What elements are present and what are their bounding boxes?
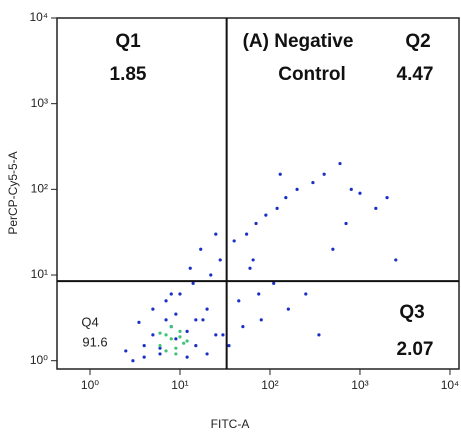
dot bbox=[205, 352, 209, 356]
dot bbox=[344, 221, 348, 226]
dot bbox=[194, 344, 198, 348]
dot bbox=[284, 196, 288, 200]
dot bbox=[185, 329, 189, 333]
dot bbox=[394, 258, 398, 262]
quadrant-name: Q3 bbox=[399, 302, 424, 323]
dot bbox=[169, 325, 173, 329]
dot bbox=[251, 258, 255, 262]
dot bbox=[137, 320, 141, 324]
dot bbox=[259, 318, 263, 322]
dot bbox=[164, 318, 168, 322]
dot bbox=[254, 221, 258, 226]
dot bbox=[199, 247, 203, 251]
dot bbox=[295, 187, 299, 191]
y-tick-label: 10⁴ bbox=[29, 10, 48, 24]
dot bbox=[232, 239, 236, 243]
dot bbox=[221, 333, 225, 337]
dot bbox=[174, 352, 178, 356]
y-tick-label: 10¹ bbox=[31, 267, 48, 281]
dot bbox=[311, 180, 315, 185]
dot bbox=[374, 206, 378, 210]
x-tick-label: 10⁴ bbox=[441, 378, 460, 392]
plot-frame bbox=[56, 17, 460, 370]
dot bbox=[264, 213, 268, 217]
dot bbox=[278, 172, 282, 176]
dot bbox=[286, 307, 290, 311]
dot bbox=[142, 355, 146, 359]
dot bbox=[158, 346, 162, 350]
dot bbox=[131, 359, 135, 363]
x-tick-label: 10² bbox=[261, 378, 278, 392]
dot bbox=[174, 312, 178, 316]
dot bbox=[209, 273, 213, 277]
quadrant-name: Q4 bbox=[81, 314, 98, 329]
dot bbox=[164, 333, 168, 337]
y-tick-label: 10³ bbox=[31, 96, 48, 110]
dot bbox=[188, 266, 192, 270]
quadrant-name: Q2 bbox=[405, 31, 430, 52]
dot bbox=[174, 346, 178, 350]
dot bbox=[191, 281, 195, 285]
dot bbox=[304, 292, 308, 296]
dot bbox=[385, 196, 389, 200]
quadrant-value: 4.47 bbox=[397, 64, 434, 85]
dot bbox=[151, 307, 155, 311]
dot bbox=[185, 355, 189, 359]
dot bbox=[317, 333, 321, 337]
dot bbox=[214, 232, 218, 236]
quadrant-value: 91.6 bbox=[82, 334, 107, 349]
quadrant-name: Q1 bbox=[115, 31, 141, 52]
dot bbox=[169, 337, 173, 341]
dot bbox=[169, 292, 173, 296]
dot bbox=[201, 318, 205, 322]
x-axis-label: FITC-A bbox=[211, 417, 250, 431]
dot bbox=[338, 161, 342, 166]
x-tick-label: 10³ bbox=[351, 378, 368, 392]
dot bbox=[194, 318, 198, 322]
dot bbox=[158, 344, 162, 348]
dot bbox=[158, 331, 162, 335]
dot bbox=[272, 281, 276, 285]
dot bbox=[218, 258, 222, 262]
annotation: Control bbox=[278, 64, 346, 85]
dot bbox=[124, 349, 128, 353]
dot bbox=[349, 187, 353, 191]
dot bbox=[257, 292, 261, 296]
dot bbox=[241, 325, 245, 329]
dot bbox=[164, 299, 168, 303]
y-axis-label: PerCP-Cy5-5-A bbox=[6, 151, 20, 234]
dot bbox=[151, 333, 155, 337]
dot bbox=[245, 232, 249, 236]
x-tick-label: 10¹ bbox=[171, 378, 188, 392]
dot bbox=[185, 339, 189, 343]
y-tick-label: 10² bbox=[31, 182, 48, 196]
dot bbox=[237, 299, 241, 303]
x-tick-label: 10⁰ bbox=[81, 378, 99, 392]
dot bbox=[331, 247, 335, 251]
dot bbox=[164, 349, 168, 353]
dot bbox=[275, 206, 279, 210]
dot bbox=[214, 333, 218, 337]
dot bbox=[182, 341, 186, 345]
dot bbox=[322, 172, 326, 176]
dot bbox=[142, 344, 146, 348]
dot bbox=[174, 337, 178, 341]
dot bbox=[227, 344, 231, 348]
dot bbox=[178, 335, 182, 339]
dot bbox=[178, 329, 182, 333]
dot bbox=[248, 266, 252, 270]
quadrant-value: 1.85 bbox=[110, 64, 147, 85]
dot bbox=[158, 352, 162, 356]
dot bbox=[205, 307, 209, 311]
dot bbox=[358, 191, 362, 195]
y-tick-label: 10⁰ bbox=[30, 353, 48, 367]
quadrant-value: 2.07 bbox=[397, 339, 434, 360]
annotation: (A) Negative bbox=[243, 31, 354, 52]
dot bbox=[178, 292, 182, 296]
